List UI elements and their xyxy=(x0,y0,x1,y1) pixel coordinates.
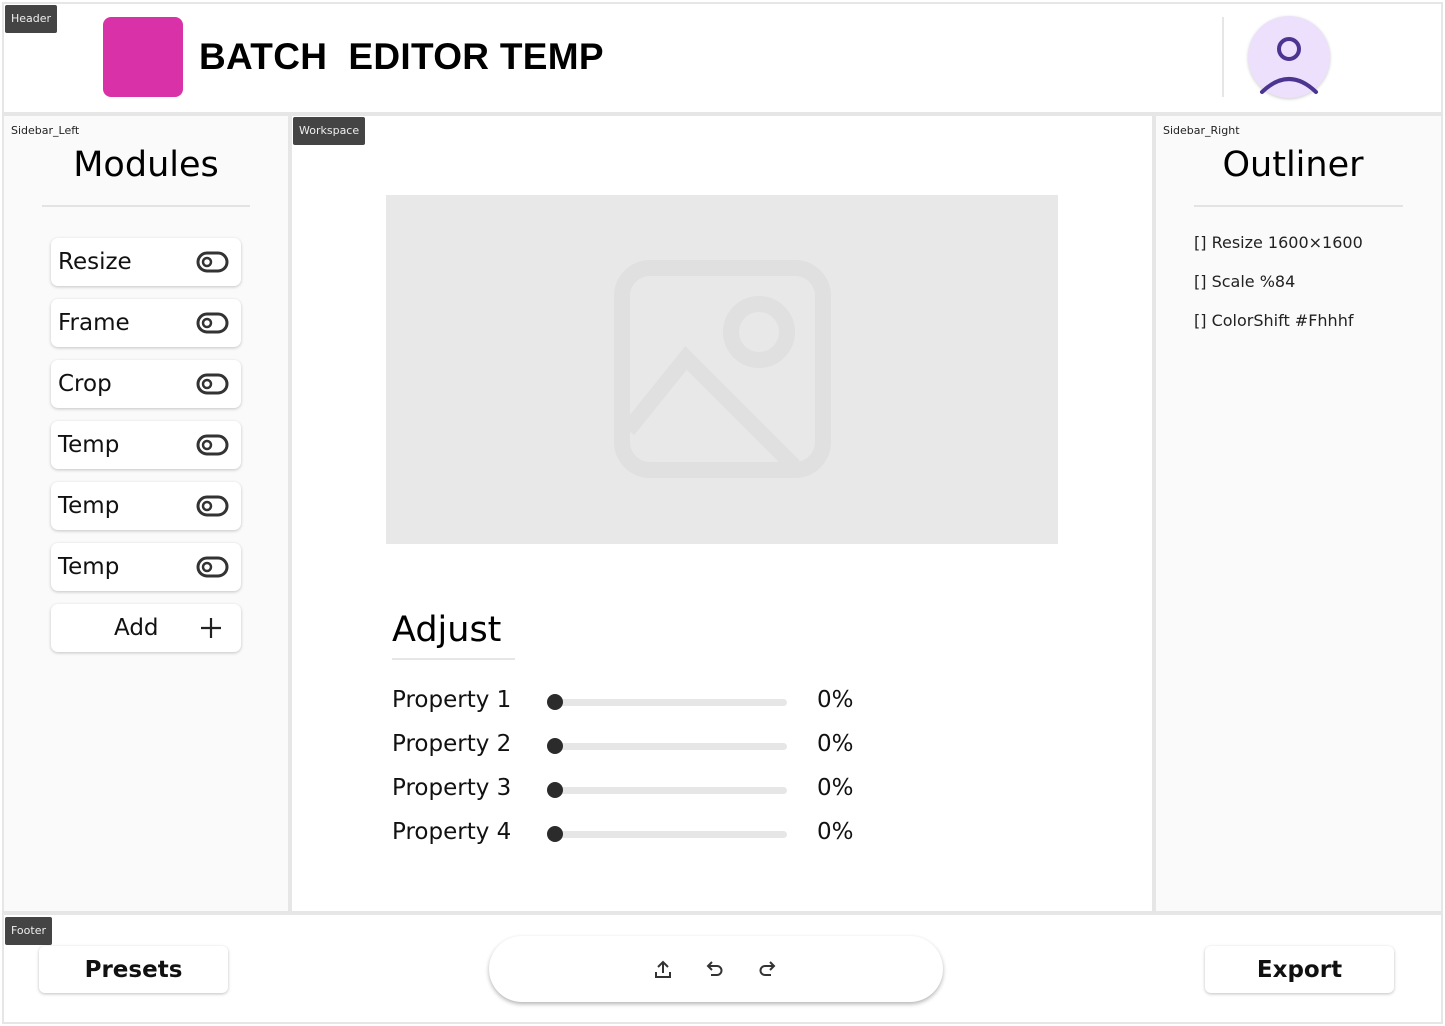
undo-icon[interactable] xyxy=(705,959,725,979)
toggle-off-icon[interactable] xyxy=(196,495,229,517)
property-row: Property 1 0% xyxy=(392,687,862,717)
header xyxy=(2,2,1443,114)
module-label: Temp xyxy=(58,432,120,458)
property-value: 0% xyxy=(817,687,854,713)
module-temp[interactable]: Temp xyxy=(51,421,241,469)
property-slider[interactable] xyxy=(547,694,787,710)
property-row: Property 2 0% xyxy=(392,731,862,761)
sidebar-left-region-tag: Sidebar_Left xyxy=(11,124,80,137)
toggle-off-icon[interactable] xyxy=(196,556,229,578)
add-label: Add xyxy=(114,615,159,641)
module-label: Resize xyxy=(58,249,132,275)
toolbar-pill xyxy=(489,936,943,1002)
property-slider[interactable] xyxy=(547,738,787,754)
module-label: Frame xyxy=(58,310,130,336)
outliner-item[interactable]: [] Resize 1600×1600 xyxy=(1194,233,1363,252)
header-region-tag: Header xyxy=(5,5,58,33)
property-label: Property 1 xyxy=(392,687,512,713)
property-value: 0% xyxy=(817,731,854,757)
slider-handle[interactable] xyxy=(547,782,563,798)
module-resize[interactable]: Resize xyxy=(51,238,241,286)
outliner-item[interactable]: [] Scale %84 xyxy=(1194,272,1296,291)
presets-button[interactable]: Presets xyxy=(39,946,228,993)
module-frame[interactable]: Frame xyxy=(51,299,241,347)
outliner-title: Outliner xyxy=(1222,145,1364,185)
avatar[interactable] xyxy=(1248,16,1330,98)
toggle-off-icon[interactable] xyxy=(196,434,229,456)
footer-region-tag: Footer xyxy=(5,917,52,945)
toggle-off-icon[interactable] xyxy=(196,251,229,273)
outliner-divider xyxy=(1194,205,1403,207)
module-label: Crop xyxy=(58,371,112,397)
redo-icon[interactable] xyxy=(757,959,777,979)
module-crop[interactable]: Crop xyxy=(51,360,241,408)
export-button[interactable]: Export xyxy=(1205,946,1394,993)
image-placeholder-icon xyxy=(614,260,831,478)
property-label: Property 3 xyxy=(392,775,512,801)
workspace-region-tag: Workspace xyxy=(293,117,366,145)
module-label: Temp xyxy=(58,554,120,580)
module-temp[interactable]: Temp xyxy=(51,482,241,530)
property-value: 0% xyxy=(817,775,854,801)
user-icon xyxy=(1260,37,1318,94)
property-label: Property 4 xyxy=(392,819,512,845)
module-label: Temp xyxy=(58,493,120,519)
outliner-item[interactable]: [] ColorShift #Fhhhf xyxy=(1194,311,1354,330)
slider-handle[interactable] xyxy=(547,826,563,842)
property-value: 0% xyxy=(817,819,854,845)
property-row: Property 3 0% xyxy=(392,775,862,805)
adjust-divider xyxy=(392,658,515,660)
module-temp[interactable]: Temp xyxy=(51,543,241,591)
property-slider[interactable] xyxy=(547,782,787,798)
sidebar-right-region-tag: Sidebar_Right xyxy=(1163,124,1240,137)
header-divider xyxy=(1222,17,1224,97)
upload-icon[interactable] xyxy=(653,959,673,979)
plus-icon xyxy=(201,618,221,638)
toggle-off-icon[interactable] xyxy=(196,373,229,395)
app-logo xyxy=(103,17,183,97)
adjust-title: Adjust xyxy=(392,610,502,650)
image-preview xyxy=(386,195,1058,544)
slider-handle[interactable] xyxy=(547,694,563,710)
toggle-off-icon[interactable] xyxy=(196,312,229,334)
app-title: BATCH EDITOR TEMP xyxy=(199,36,604,77)
modules-divider xyxy=(42,205,250,207)
modules-title: Modules xyxy=(73,145,219,185)
add-module-button[interactable]: Add xyxy=(51,604,241,652)
property-row: Property 4 0% xyxy=(392,819,862,849)
property-slider[interactable] xyxy=(547,826,787,842)
sidebar-right xyxy=(1154,114,1443,913)
slider-handle[interactable] xyxy=(547,738,563,754)
property-label: Property 2 xyxy=(392,731,512,757)
